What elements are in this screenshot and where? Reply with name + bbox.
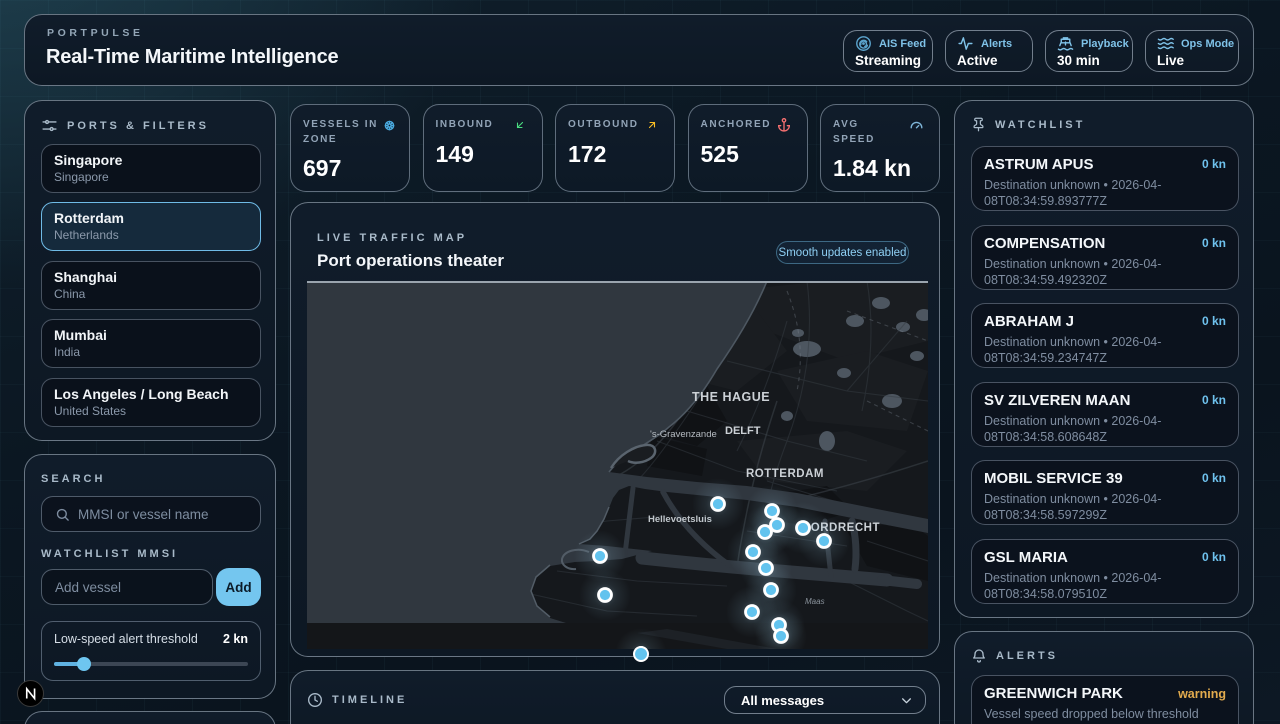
svg-text:THE HAGUE: THE HAGUE	[692, 390, 770, 404]
svg-text:Hellevoetsluis: Hellevoetsluis	[648, 514, 712, 525]
svg-text:DELFT: DELFT	[725, 425, 761, 437]
svg-text:ROTTERDAM: ROTTERDAM	[746, 468, 824, 480]
svg-text:Maas: Maas	[805, 597, 825, 606]
svg-text:'s-Gravenzande: 's-Gravenzande	[650, 429, 717, 440]
